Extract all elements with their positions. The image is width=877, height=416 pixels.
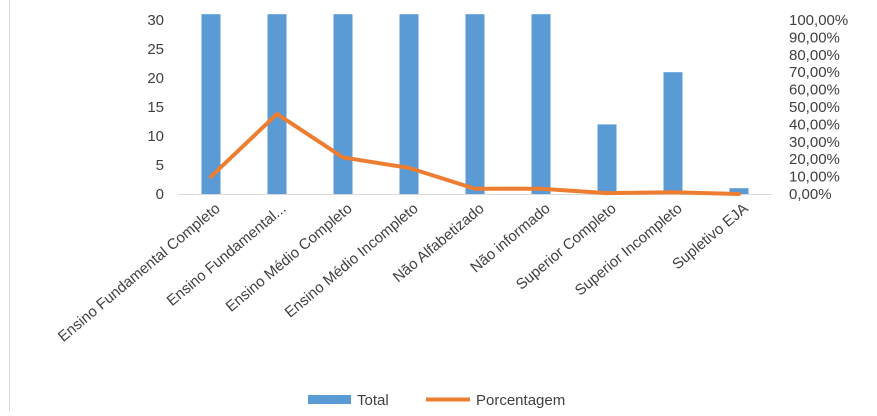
bar-total xyxy=(202,14,221,194)
y-left-tick-label: 30 xyxy=(147,12,164,29)
y-left-tick-label: 10 xyxy=(147,128,164,145)
y-left-tick-label: 0 xyxy=(156,186,164,203)
y-left-tick-label: 15 xyxy=(147,99,164,116)
line-point-porcentagem xyxy=(739,194,740,195)
line-point-porcentagem xyxy=(409,167,410,168)
y-right-tick-label: 60,00% xyxy=(789,82,840,99)
x-category-label: Superior Incompleto xyxy=(572,200,686,299)
legend: Total Porcentagem xyxy=(308,392,565,409)
y-right-tick-label: 40,00% xyxy=(789,116,840,133)
y-right-tick-label: 10,00% xyxy=(789,169,840,186)
line-point-porcentagem xyxy=(475,188,476,189)
y-right-tick-label: 100,00% xyxy=(789,12,848,29)
x-category-label: Ensino Médio Incompleto xyxy=(282,200,422,321)
legend-label-total: Total xyxy=(357,392,389,409)
y-right-tick-label: 0,00% xyxy=(789,186,832,203)
bar-total xyxy=(598,124,617,194)
bars-layer xyxy=(202,14,749,194)
y-right-tick-label: 20,00% xyxy=(789,151,840,168)
y-right-tick-label: 80,00% xyxy=(789,47,840,64)
axes-layer: 0 5 10 15 20 25 30 0,00%10,00%20,00%30,00%40,00… xyxy=(147,12,848,203)
y-right-tick-label: 50,00% xyxy=(789,99,840,116)
bar-total xyxy=(532,14,551,194)
y-right-tick-label: 70,00% xyxy=(789,64,840,81)
y-right-tick-label: 90,00% xyxy=(789,29,840,46)
line-point-porcentagem xyxy=(541,188,542,189)
x-category-label: Ensino Fundamental... xyxy=(164,200,290,310)
bar-total xyxy=(334,14,353,194)
bar-total xyxy=(664,72,683,194)
line-point-porcentagem xyxy=(343,157,344,158)
line-point-porcentagem xyxy=(607,193,608,194)
bar-total xyxy=(466,14,485,194)
y-left-tick-label: 5 xyxy=(156,157,164,174)
y-left-tick-label: 20 xyxy=(147,70,164,87)
legend-label-porcentagem: Porcentagem xyxy=(476,392,565,409)
legend-swatch-total xyxy=(308,395,351,404)
line-point-porcentagem xyxy=(211,176,212,177)
y-right-tick-label: 30,00% xyxy=(789,134,840,151)
x-category-label: Ensino Médio Completo xyxy=(223,200,356,315)
line-point-porcentagem xyxy=(673,192,674,193)
bar-total xyxy=(268,14,287,194)
y-left-tick-label: 25 xyxy=(147,41,164,58)
line-point-porcentagem xyxy=(277,113,278,114)
